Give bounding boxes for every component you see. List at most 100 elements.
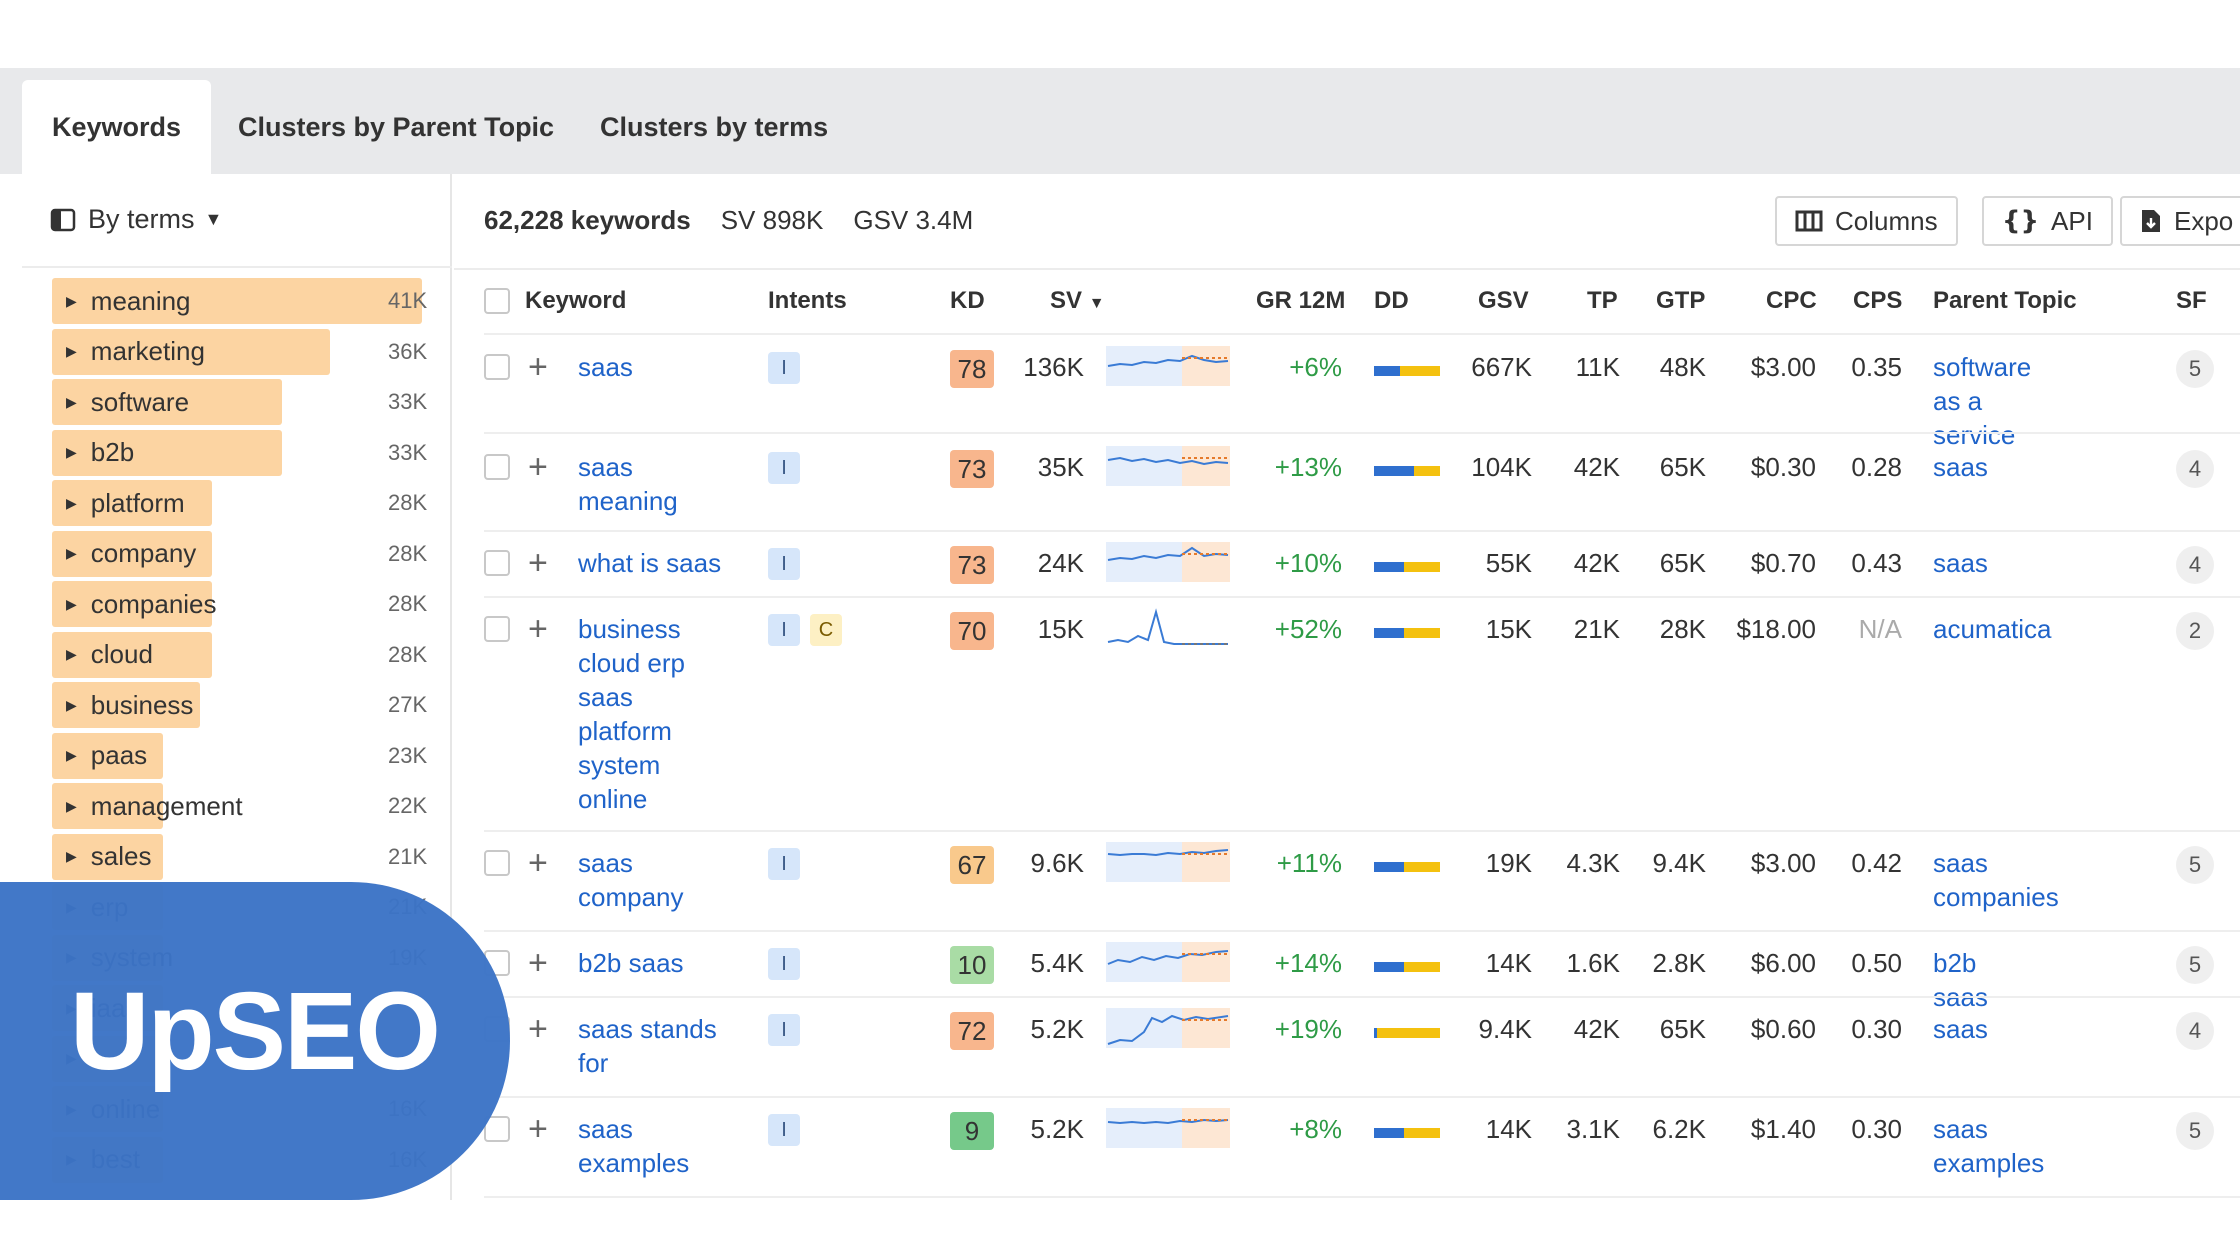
sidebar-term-item[interactable]: ▶ platform 28K bbox=[52, 480, 427, 526]
search-volume: 5.4K bbox=[1030, 948, 1085, 978]
sidebar-term-item[interactable]: ▶ companies 28K bbox=[52, 581, 427, 627]
column-header-sv[interactable]: SV ▼ bbox=[1050, 287, 1105, 315]
keyword-link[interactable]: business cloud erp saas platform system onlin… bbox=[578, 614, 685, 814]
keyword-link[interactable]: saas company bbox=[578, 848, 684, 912]
column-header-keyword[interactable]: Keyword bbox=[525, 287, 627, 314]
export-button[interactable]: Expo bbox=[2120, 196, 2240, 246]
cell-tp: 42K bbox=[1573, 452, 1620, 482]
row-checkbox[interactable] bbox=[484, 850, 510, 876]
serp-features-badge[interactable]: 4 bbox=[2176, 1012, 2214, 1050]
row-checkbox[interactable] bbox=[484, 354, 510, 380]
row-checkbox[interactable] bbox=[484, 454, 510, 480]
search-volume: 15K bbox=[1037, 614, 1084, 644]
trend-sparkline bbox=[1106, 1108, 1230, 1148]
column-header-dd[interactable]: DD bbox=[1374, 287, 1409, 314]
expand-arrow-icon[interactable]: ▶ bbox=[66, 747, 77, 763]
expand-arrow-icon[interactable]: ▶ bbox=[66, 343, 77, 359]
sidebar-term-item[interactable]: ▶ business 27K bbox=[52, 682, 427, 728]
search-volume: 35K bbox=[1037, 452, 1084, 482]
column-header-cps[interactable]: CPS bbox=[1853, 287, 1903, 314]
expand-arrow-icon[interactable]: ▶ bbox=[66, 848, 77, 864]
expand-arrow-icon[interactable]: ▶ bbox=[66, 494, 77, 511]
term-volume-bar bbox=[52, 379, 282, 425]
expand-arrow-icon[interactable]: ▶ bbox=[66, 393, 77, 410]
by-terms-dropdown[interactable]: By terms ▼ bbox=[50, 204, 222, 235]
keyword-link[interactable]: saas examples bbox=[578, 1114, 690, 1178]
sidebar-term-item[interactable]: ▶ cloud 28K bbox=[52, 631, 427, 678]
cell-cpc: $1.40 bbox=[1750, 1114, 1816, 1144]
sidebar-term-item[interactable]: ▶ software 33K bbox=[52, 379, 427, 425]
search-volume: 9.6K bbox=[1030, 848, 1085, 878]
add-to-list-icon[interactable]: + bbox=[528, 1110, 548, 1148]
sidebar-term-item[interactable]: ▶ b2b 33K bbox=[52, 429, 427, 476]
sidebar-term-item[interactable]: ▶ marketing 36K bbox=[52, 328, 427, 375]
tab-keywords[interactable]: Keywords bbox=[22, 80, 212, 174]
row-checkbox[interactable] bbox=[484, 550, 510, 576]
column-header-gr[interactable]: GR 12M bbox=[1256, 287, 1346, 314]
add-to-list-icon[interactable]: + bbox=[528, 544, 548, 582]
term-count: 28K bbox=[388, 540, 428, 566]
serp-features-badge[interactable]: 4 bbox=[2176, 450, 2214, 488]
parent-topic-link[interactable]: software as a service bbox=[1933, 352, 2032, 450]
term-label: b2b bbox=[90, 437, 135, 467]
parent-topic-link[interactable]: saas bbox=[1933, 1014, 1988, 1044]
row-checkbox[interactable] bbox=[484, 616, 510, 642]
keyword-link[interactable]: what is saas bbox=[578, 548, 722, 578]
parent-topic-link[interactable]: saas examples bbox=[1933, 1114, 2045, 1178]
keyword-link[interactable]: saas meaning bbox=[578, 452, 678, 516]
sidebar-term-item[interactable]: ▶ company 28K bbox=[52, 530, 427, 577]
growth-12m: +19% bbox=[1274, 1014, 1342, 1044]
api-button[interactable]: {} API bbox=[1982, 196, 2113, 246]
expand-arrow-icon[interactable]: ▶ bbox=[66, 545, 77, 561]
add-to-list-icon[interactable]: + bbox=[528, 1010, 548, 1048]
term-count: 22K bbox=[388, 793, 428, 818]
add-to-list-icon[interactable]: + bbox=[528, 448, 548, 486]
serp-features-badge[interactable]: 5 bbox=[2176, 350, 2214, 388]
serp-features-badge[interactable]: 5 bbox=[2176, 846, 2214, 884]
by-terms-label: By terms bbox=[88, 204, 195, 234]
growth-12m: +11% bbox=[1276, 848, 1342, 878]
parent-topic-link[interactable]: saas bbox=[1933, 452, 1988, 482]
keyword-link[interactable]: saas stands for bbox=[578, 1014, 717, 1078]
expand-arrow-icon[interactable]: ▶ bbox=[66, 646, 77, 662]
parent-topic-link[interactable]: saas bbox=[1933, 548, 1988, 578]
column-header-parent-topic[interactable]: Parent Topic bbox=[1933, 287, 2077, 314]
sidebar-term-item[interactable]: ▶ paas 23K bbox=[52, 732, 427, 779]
sidebar-term-item[interactable]: ▶ management 22K bbox=[52, 783, 427, 829]
column-header-cpc[interactable]: CPC bbox=[1766, 287, 1817, 314]
serp-features-badge[interactable]: 5 bbox=[2176, 1112, 2214, 1150]
add-to-list-icon[interactable]: + bbox=[528, 944, 548, 982]
column-header-intents[interactable]: Intents bbox=[768, 287, 847, 314]
intent-informational-badge: I bbox=[768, 548, 800, 580]
select-all-checkbox[interactable] bbox=[484, 288, 510, 314]
columns-button[interactable]: Columns bbox=[1775, 196, 1958, 246]
keyword-link[interactable]: b2b saas bbox=[578, 948, 684, 978]
intent-informational-badge: I bbox=[768, 848, 800, 880]
term-label: cloud bbox=[90, 639, 153, 669]
keyword-link[interactable]: saas bbox=[578, 352, 633, 382]
sidebar-term-item[interactable]: ▶ meaning 41K bbox=[52, 278, 427, 324]
parent-topic-link[interactable]: saas companies bbox=[1933, 848, 2059, 912]
column-header-tp[interactable]: TP bbox=[1587, 287, 1618, 314]
parent-topic-link[interactable]: acumatica bbox=[1933, 614, 2052, 644]
add-to-list-icon[interactable]: + bbox=[528, 844, 548, 882]
expand-arrow-icon[interactable]: ▶ bbox=[66, 696, 77, 713]
serp-features-badge[interactable]: 4 bbox=[2176, 546, 2214, 584]
parent-topic-link[interactable]: b2b saas bbox=[1933, 948, 1988, 1012]
expand-arrow-icon[interactable]: ▶ bbox=[66, 444, 77, 460]
serp-features-badge[interactable]: 2 bbox=[2176, 612, 2214, 650]
column-header-kd[interactable]: KD bbox=[950, 287, 985, 314]
expand-arrow-icon[interactable]: ▶ bbox=[66, 292, 77, 309]
add-to-list-icon[interactable]: + bbox=[528, 610, 548, 648]
column-header-sf[interactable]: SF bbox=[2176, 287, 2207, 314]
expand-arrow-icon[interactable]: ▶ bbox=[66, 595, 77, 612]
expand-arrow-icon[interactable]: ▶ bbox=[66, 797, 77, 814]
serp-features-badge[interactable]: 5 bbox=[2176, 946, 2214, 984]
sidebar-term-item[interactable]: ▶ sales 21K bbox=[52, 833, 427, 880]
tab-clusters-by-parent-topic[interactable]: Clusters by Parent Topic bbox=[238, 111, 555, 142]
column-header-gsv[interactable]: GSV bbox=[1478, 287, 1529, 314]
add-to-list-icon[interactable]: + bbox=[528, 348, 548, 386]
tab-clusters-by-terms[interactable]: Clusters by terms bbox=[600, 111, 829, 142]
column-header-gtp[interactable]: GTP bbox=[1656, 287, 1706, 314]
